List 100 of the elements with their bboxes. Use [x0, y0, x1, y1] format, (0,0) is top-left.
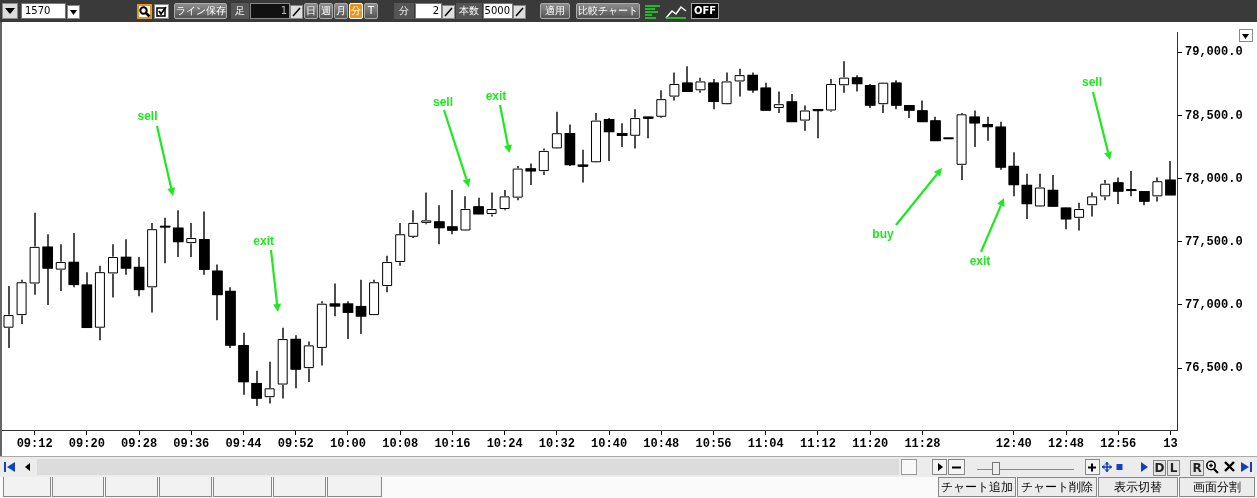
candlestick [655, 89, 667, 119]
annotation: sell [432, 95, 454, 109]
x-tick-label: 12:40 [995, 437, 1032, 452]
candlestick [577, 148, 589, 184]
candlestick [486, 191, 497, 218]
candlestick [3, 285, 14, 349]
text: 週 [319, 3, 333, 19]
text: D [1153, 460, 1166, 476]
text: 適用 [540, 3, 570, 19]
x-tick-label: 09:36 [173, 437, 210, 452]
y-tick-label: 77,500.0 [1185, 234, 1243, 249]
x-tick-label: 09:20 [68, 437, 105, 452]
candlestick [434, 204, 445, 246]
candlestick [68, 232, 80, 288]
candlestick [629, 108, 641, 150]
candlestick [172, 209, 184, 258]
text: 足 [231, 3, 249, 19]
candlestick [760, 82, 772, 112]
candlestick [329, 282, 341, 318]
candlestick [251, 369, 262, 407]
candlestick [786, 93, 798, 123]
candlestick [773, 90, 785, 114]
candlestick [1165, 160, 1176, 196]
candlestick [42, 233, 54, 306]
x-tick-label: 09:12 [16, 437, 53, 452]
candlestick [420, 191, 432, 225]
annotation: buy [872, 227, 894, 241]
candlestick [551, 111, 563, 150]
candlestick [799, 104, 811, 132]
candlestick [616, 122, 628, 148]
x-tick-label: 10:32 [538, 437, 575, 452]
candlestick [447, 189, 458, 235]
y-tick-label: 78,500.0 [1185, 108, 1243, 123]
candlestick [930, 116, 941, 142]
candlestick [1152, 176, 1163, 203]
candlestick [734, 68, 745, 98]
candlestick [1112, 176, 1124, 205]
annotation: sell [1081, 75, 1103, 89]
text: 1570 [21, 3, 66, 19]
text: L [1167, 460, 1180, 476]
y-tick-label: 77,000.0 [1185, 297, 1243, 312]
candlestick [525, 162, 537, 186]
candlestick [982, 116, 994, 142]
x-tick-label: 11:04 [747, 437, 784, 452]
candlestick [133, 256, 145, 297]
annotation: sell [137, 109, 158, 123]
candlestick [1047, 174, 1059, 208]
y-tick-label: 79,000.0 [1185, 45, 1243, 60]
candlestick [682, 65, 693, 93]
candlestick [838, 60, 850, 94]
text: 2 [415, 3, 442, 19]
candlestick [603, 117, 615, 162]
y-tick-label: 78,000.0 [1185, 171, 1243, 186]
y-tick-label: 76,500.0 [1185, 361, 1243, 376]
x-tick-label: 10:08 [382, 437, 419, 452]
text: 月 [334, 3, 348, 19]
annotation: exit [969, 253, 991, 268]
x-tick-label: 12:56 [1100, 437, 1137, 452]
x-tick-label: 13 [1163, 437, 1178, 452]
candlestick [342, 300, 354, 340]
text: 本数 [456, 3, 482, 19]
candlestick [538, 147, 550, 176]
text: 5000 [483, 3, 513, 19]
candlestick [55, 243, 67, 292]
text: チャート削除 [1017, 477, 1097, 497]
candlestick [407, 209, 419, 239]
x-tick-label: 11:20 [852, 437, 889, 452]
candlestick [1086, 191, 1098, 218]
x-tick-label: 11:12 [799, 437, 836, 452]
text: 分 [394, 3, 414, 19]
candlestick [669, 71, 680, 102]
candlestick [721, 71, 732, 105]
candlestick [185, 222, 197, 258]
candlestick [1099, 179, 1111, 201]
candlestick [499, 189, 510, 211]
x-tick-label: 10:48 [643, 437, 680, 452]
candlestick [264, 361, 275, 405]
candlestick [708, 78, 719, 110]
annotation: exit [253, 234, 275, 248]
x-tick-label: 11:28 [904, 437, 941, 452]
candlestick [642, 116, 654, 139]
candlestick [460, 195, 471, 232]
text: ライン保存 [174, 3, 227, 19]
candlestick [1008, 151, 1020, 198]
text: R [1190, 460, 1204, 476]
text: 日 [304, 3, 318, 19]
candlestick [1021, 172, 1033, 220]
candlestick [917, 99, 928, 123]
annotation: exit [485, 89, 507, 103]
candlestick [877, 82, 889, 114]
candlestick [303, 340, 315, 383]
x-tick-label: 10:56 [695, 437, 732, 452]
x-tick-label: 10:24 [486, 437, 523, 452]
text: 画面分割 [1179, 477, 1255, 497]
candlestick [1073, 201, 1085, 232]
text: 分 [349, 3, 363, 19]
x-tick-label: 09:52 [277, 437, 314, 452]
x-tick-label: 10:00 [329, 437, 366, 452]
candlestick [1034, 172, 1046, 208]
x-tick-label: 12:48 [1048, 437, 1085, 452]
